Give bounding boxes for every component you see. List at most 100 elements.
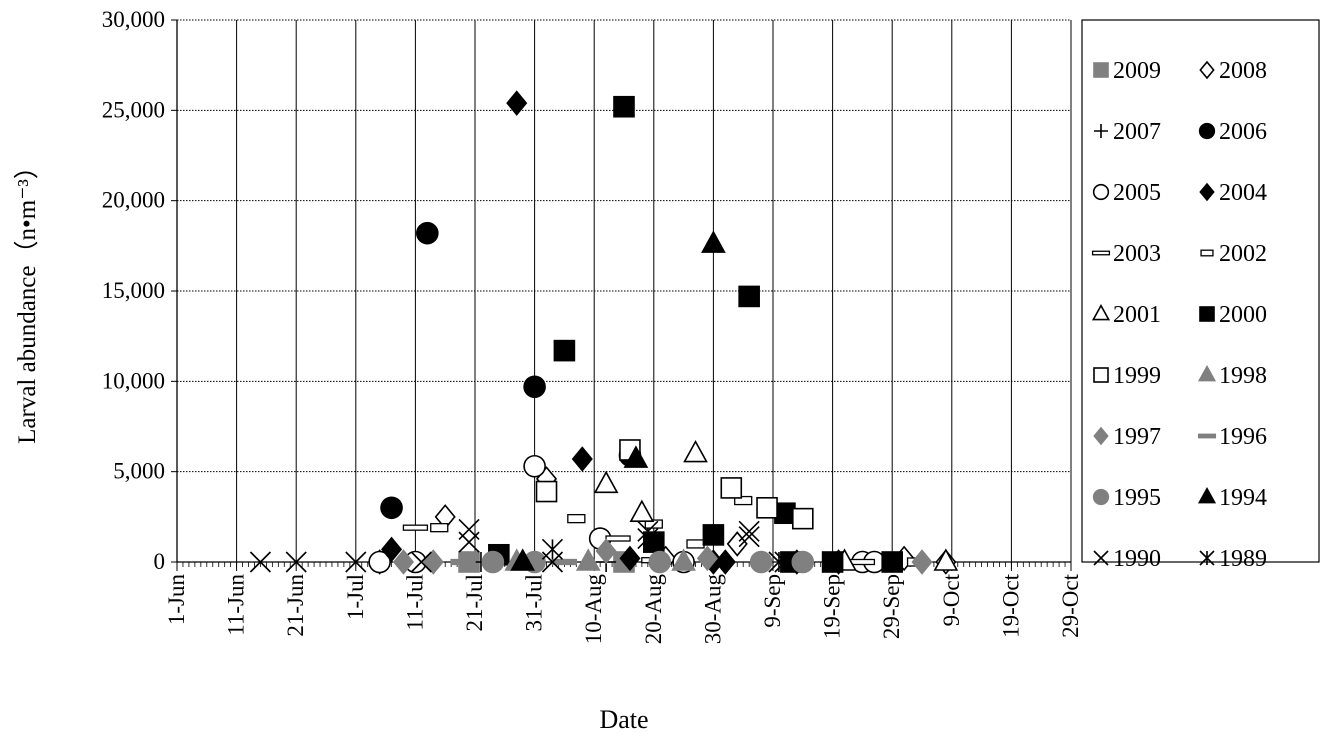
data-point-1996 [450, 558, 476, 566]
data-point-1998 [575, 548, 601, 571]
legend-marker-1989 [1199, 550, 1215, 566]
legend-marker-2002 [1200, 249, 1214, 257]
legend-marker-1998 [1197, 364, 1217, 382]
data-point-2006 [380, 496, 403, 520]
data-point-2004 [571, 446, 593, 472]
data-point-2001 [933, 548, 959, 571]
data-point-1999 [791, 507, 814, 530]
legend-label-1994: 1994 [1219, 485, 1267, 511]
legend-label-1990: 1990 [1113, 546, 1161, 572]
data-point-1995 [749, 550, 773, 574]
data-point-1989 [541, 538, 564, 560]
x-tick-label: 10-Aug [581, 574, 606, 645]
legend-label-1998: 1998 [1219, 363, 1267, 389]
x-tick-label: 21-Jul [462, 574, 487, 632]
legend-marker-2001 [1091, 303, 1111, 321]
legend-label-1989: 1989 [1219, 546, 1267, 572]
legend-label-2001: 2001 [1113, 302, 1161, 328]
data-point-2000 [702, 524, 725, 546]
legend-label-1999: 1999 [1113, 363, 1161, 389]
y-tick-label: 20,000 [102, 188, 165, 213]
legend-marker-2007 [1094, 124, 1108, 138]
data-point-1994 [510, 548, 536, 571]
data-point-1994 [623, 445, 649, 468]
data-point-1995 [648, 550, 672, 574]
y-tick-label: 25,000 [102, 97, 165, 122]
x-tick-label: 29-Sep [879, 574, 904, 639]
legend-marker-2009 [1093, 62, 1109, 78]
data-point-1990 [410, 551, 432, 573]
data-point-1997 [422, 549, 444, 575]
legend-marker-1999 [1093, 367, 1109, 383]
data-point-1997 [911, 549, 933, 575]
data-point-2002 [734, 495, 753, 506]
data-point-1995 [481, 550, 505, 574]
data-point-1997 [392, 549, 415, 575]
legend-label-2006: 2006 [1219, 119, 1267, 145]
data-point-2003 [849, 558, 876, 566]
legend-marker-1995 [1092, 488, 1110, 506]
data-point-1999 [720, 477, 743, 499]
x-tick-label: 1-Jun [164, 574, 189, 626]
data-point-2000 [774, 502, 796, 525]
data-point-1994 [701, 230, 726, 253]
x-tick-label: 11-Jun [224, 574, 249, 636]
legend-marker-2004 [1199, 182, 1215, 202]
x-tick-label: 19-Sep [820, 574, 845, 639]
data-point-2003 [605, 535, 631, 542]
data-point-1996 [551, 558, 578, 566]
legend-label-2002: 2002 [1219, 241, 1267, 267]
y-axis-title: Larval abundance（n•m⁻³） [13, 154, 41, 444]
y-tick-label: 10,000 [102, 368, 165, 393]
data-point-1990 [285, 551, 307, 573]
data-point-2000 [821, 551, 844, 573]
data-point-2000 [613, 95, 635, 118]
legend-label-1996: 1996 [1219, 424, 1267, 450]
legend-marker-2008 [1199, 60, 1215, 80]
x-tick-label: 9-Sep [760, 574, 785, 628]
data-point-2002 [686, 539, 705, 549]
data-point-1990 [738, 526, 760, 548]
data-point-2004 [619, 545, 641, 572]
legend-marker-1990 [1093, 550, 1109, 566]
legend-marker-2000 [1199, 306, 1215, 322]
data-point-2004 [381, 536, 403, 563]
legend-label-1997: 1997 [1113, 424, 1161, 450]
data-point-1989 [768, 551, 790, 573]
data-point-1990 [738, 520, 760, 542]
data-point-1999 [756, 496, 778, 519]
data-point-1999 [535, 480, 558, 503]
legend-label-2008: 2008 [1219, 58, 1267, 84]
data-point-2001 [683, 439, 708, 463]
legend-marker-1996 [1197, 433, 1217, 439]
data-point-2002 [644, 519, 663, 529]
data-point-2002 [430, 523, 449, 533]
x-tick-label: 1-Jul [343, 574, 368, 620]
data-point-2004 [506, 90, 528, 116]
data-point-2000 [881, 551, 904, 573]
data-point-2000 [738, 285, 760, 308]
data-point-1995 [791, 550, 815, 574]
data-point-2000 [642, 531, 665, 553]
data-point-1990 [345, 551, 367, 573]
x-axis-title: Date [599, 705, 648, 734]
legend-marker-2005 [1092, 183, 1110, 201]
y-tick-label: 5,000 [113, 459, 165, 484]
data-point-2004 [714, 549, 736, 575]
data-point-2006 [523, 375, 546, 399]
data-point-1990 [458, 531, 480, 553]
legend-label-2009: 2009 [1113, 58, 1161, 84]
legend-label-1995: 1995 [1113, 485, 1161, 511]
legend-label-2004: 2004 [1219, 180, 1267, 206]
y-tick-label: 30,000 [102, 7, 165, 32]
legend-label-2000: 2000 [1219, 302, 1267, 328]
data-point-2006 [416, 221, 439, 245]
data-point-1997 [696, 545, 718, 572]
data-point-1989 [637, 527, 659, 550]
legend-marker-1994 [1197, 486, 1217, 504]
data-point-2003 [402, 524, 429, 531]
x-tick-label: 21-Jun [283, 574, 308, 637]
data-point-2005 [368, 550, 391, 574]
